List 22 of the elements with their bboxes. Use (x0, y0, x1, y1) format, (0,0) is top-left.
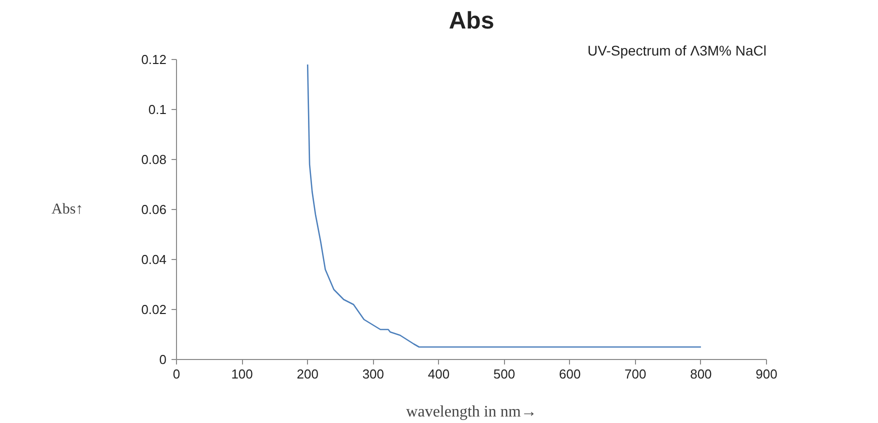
y-tick-label: 0.06 (141, 202, 167, 217)
x-axis-title: wavelength in nm→ (406, 404, 537, 420)
text: UV-Spectrum of Λ3M% NaCl (588, 42, 767, 58)
x-tick-label: 100 (231, 366, 253, 382)
x-tick-label: 200 (296, 366, 318, 382)
y-tick-label: 0.12 (141, 52, 167, 67)
x-tick-label: 600 (558, 366, 581, 382)
x-tick-label: 800 (690, 366, 712, 382)
y-tick-label: 0.02 (141, 302, 167, 317)
x-tick-label: 500 (493, 366, 516, 382)
y-tick-label: 0.08 (141, 152, 167, 167)
x-tick-label: 0 (172, 366, 180, 382)
y-tick-label: 0 (159, 352, 167, 367)
x-tick-label: 900 (756, 366, 778, 382)
chart-title: Abs (448, 8, 494, 34)
y-tick-label: 0.1 (148, 102, 167, 117)
x-tick-label: 400 (428, 366, 450, 382)
line-series (306, 64, 702, 348)
x-tick-label: 300 (362, 366, 384, 382)
y-axis-title: Abs↑ (52, 202, 84, 218)
y-tick-label: 0.04 (141, 252, 167, 267)
x-tick-label: 700 (624, 366, 646, 382)
